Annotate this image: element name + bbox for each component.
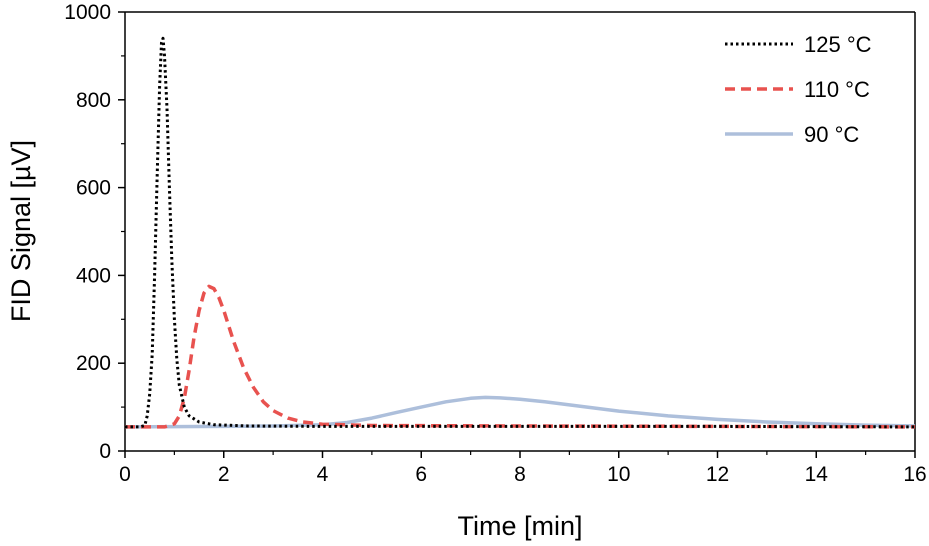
y-tick-label: 400: [76, 264, 111, 287]
legend-label: 110 °C: [804, 77, 870, 102]
x-tick-label: 16: [903, 463, 926, 486]
y-tick-label: 1000: [64, 1, 111, 24]
y-axis-title: FID Signal [µV]: [6, 140, 36, 322]
y-tick-label: 800: [76, 89, 111, 112]
x-tick-label: 0: [119, 463, 131, 486]
y-tick-label: 200: [76, 352, 111, 375]
x-ticks: 0 2 4 6 8 10 12 14 16: [119, 451, 927, 486]
legend: 125 °C 110 °C 90 °C: [725, 32, 872, 147]
x-tick-label: 2: [218, 463, 230, 486]
x-tick-label: 12: [706, 463, 729, 486]
legend-label: 125 °C: [804, 32, 872, 57]
x-tick-label: 4: [317, 463, 329, 486]
series-line: [124, 395, 916, 429]
x-tick-label: 6: [415, 463, 427, 486]
axes: [124, 11, 916, 452]
x-tick-label: 14: [805, 463, 829, 486]
series-line: [125, 284, 916, 429]
series-line: [125, 36, 916, 429]
series-layer: [124, 36, 916, 429]
x-tick-label: 10: [607, 463, 630, 486]
x-axis-title: Time [min]: [457, 511, 582, 541]
x-tick-label: 8: [514, 463, 526, 486]
y-tick-label: 600: [76, 177, 111, 200]
y-tick-label: 0: [99, 440, 111, 463]
y-ticks: 0 200 400 600 800 1000: [64, 1, 125, 463]
legend-label: 90 °C: [804, 122, 859, 147]
